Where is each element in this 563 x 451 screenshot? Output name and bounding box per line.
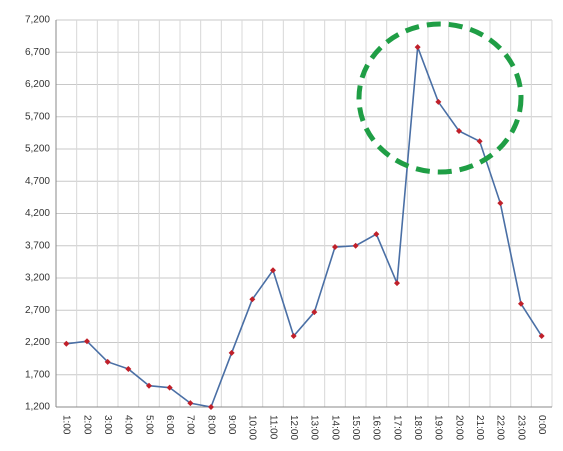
y-tick-label: 3,700 — [25, 240, 50, 251]
x-tick-label: 7:00 — [185, 415, 196, 435]
x-tick-label: 14:00 — [329, 415, 340, 440]
x-tick-label: 18:00 — [412, 415, 423, 440]
marker — [104, 358, 111, 365]
marker — [166, 384, 173, 391]
x-tick-label: 3:00 — [102, 415, 113, 435]
marker — [187, 400, 194, 407]
y-tick-label: 7,200 — [25, 15, 50, 26]
y-tick-label: 1,200 — [25, 402, 50, 413]
x-tick-label: 9:00 — [226, 415, 237, 435]
marker — [373, 231, 380, 238]
marker — [290, 333, 297, 340]
y-tick-label: 4,700 — [25, 176, 50, 187]
highlight-circle — [356, 21, 524, 175]
x-tick-label: 2:00 — [81, 415, 92, 435]
y-tick-label: 5,200 — [25, 144, 50, 155]
y-tick-label: 4,200 — [25, 208, 50, 219]
x-tick-label: 21:00 — [474, 415, 485, 440]
marker — [497, 200, 504, 207]
marker — [435, 98, 442, 105]
marker — [125, 365, 132, 372]
y-tick-label: 3,200 — [25, 273, 50, 284]
marker — [63, 340, 70, 347]
x-tick-label: 8:00 — [205, 415, 216, 435]
marker — [414, 44, 421, 51]
y-tick-label: 6,200 — [25, 79, 50, 90]
x-tick-label: 5:00 — [143, 415, 154, 435]
x-tick-label: 4:00 — [123, 415, 134, 435]
marker — [352, 242, 359, 249]
y-tick-label: 2,200 — [25, 337, 50, 348]
marker — [394, 280, 400, 287]
x-tick-label: 22:00 — [495, 415, 506, 440]
marker — [208, 404, 214, 410]
y-tick-label: 2,700 — [25, 305, 50, 316]
x-tick-label: 19:00 — [433, 415, 444, 440]
marker — [538, 333, 545, 340]
x-tick-label: 1:00 — [61, 415, 72, 435]
x-tick-label: 20:00 — [453, 415, 464, 440]
x-tick-label: 15:00 — [350, 415, 361, 440]
marker — [228, 349, 235, 356]
y-tick-label: 1,700 — [25, 369, 50, 380]
y-tick-label: 6,700 — [25, 47, 50, 58]
marker — [311, 309, 318, 316]
marker — [270, 267, 276, 274]
x-tick-label: 17:00 — [391, 415, 402, 440]
x-tick-label: 6:00 — [164, 415, 175, 435]
marker — [249, 296, 256, 303]
marker — [146, 382, 152, 389]
x-tick-label: 11:00 — [267, 415, 278, 440]
marker — [518, 300, 524, 307]
line — [66, 46, 543, 408]
y-tick-label: 5,700 — [25, 111, 50, 122]
x-tick-label: 12:00 — [288, 415, 299, 440]
marker — [456, 127, 462, 134]
marker — [476, 138, 483, 145]
x-tick-label: 10:00 — [247, 415, 258, 440]
x-tick-label: 23:00 — [515, 415, 526, 440]
x-tick-label: 13:00 — [309, 415, 320, 440]
marker — [84, 338, 90, 345]
x-tick-label: 0:00 — [536, 415, 547, 435]
marker — [332, 244, 338, 251]
x-tick-label: 16:00 — [371, 415, 382, 440]
